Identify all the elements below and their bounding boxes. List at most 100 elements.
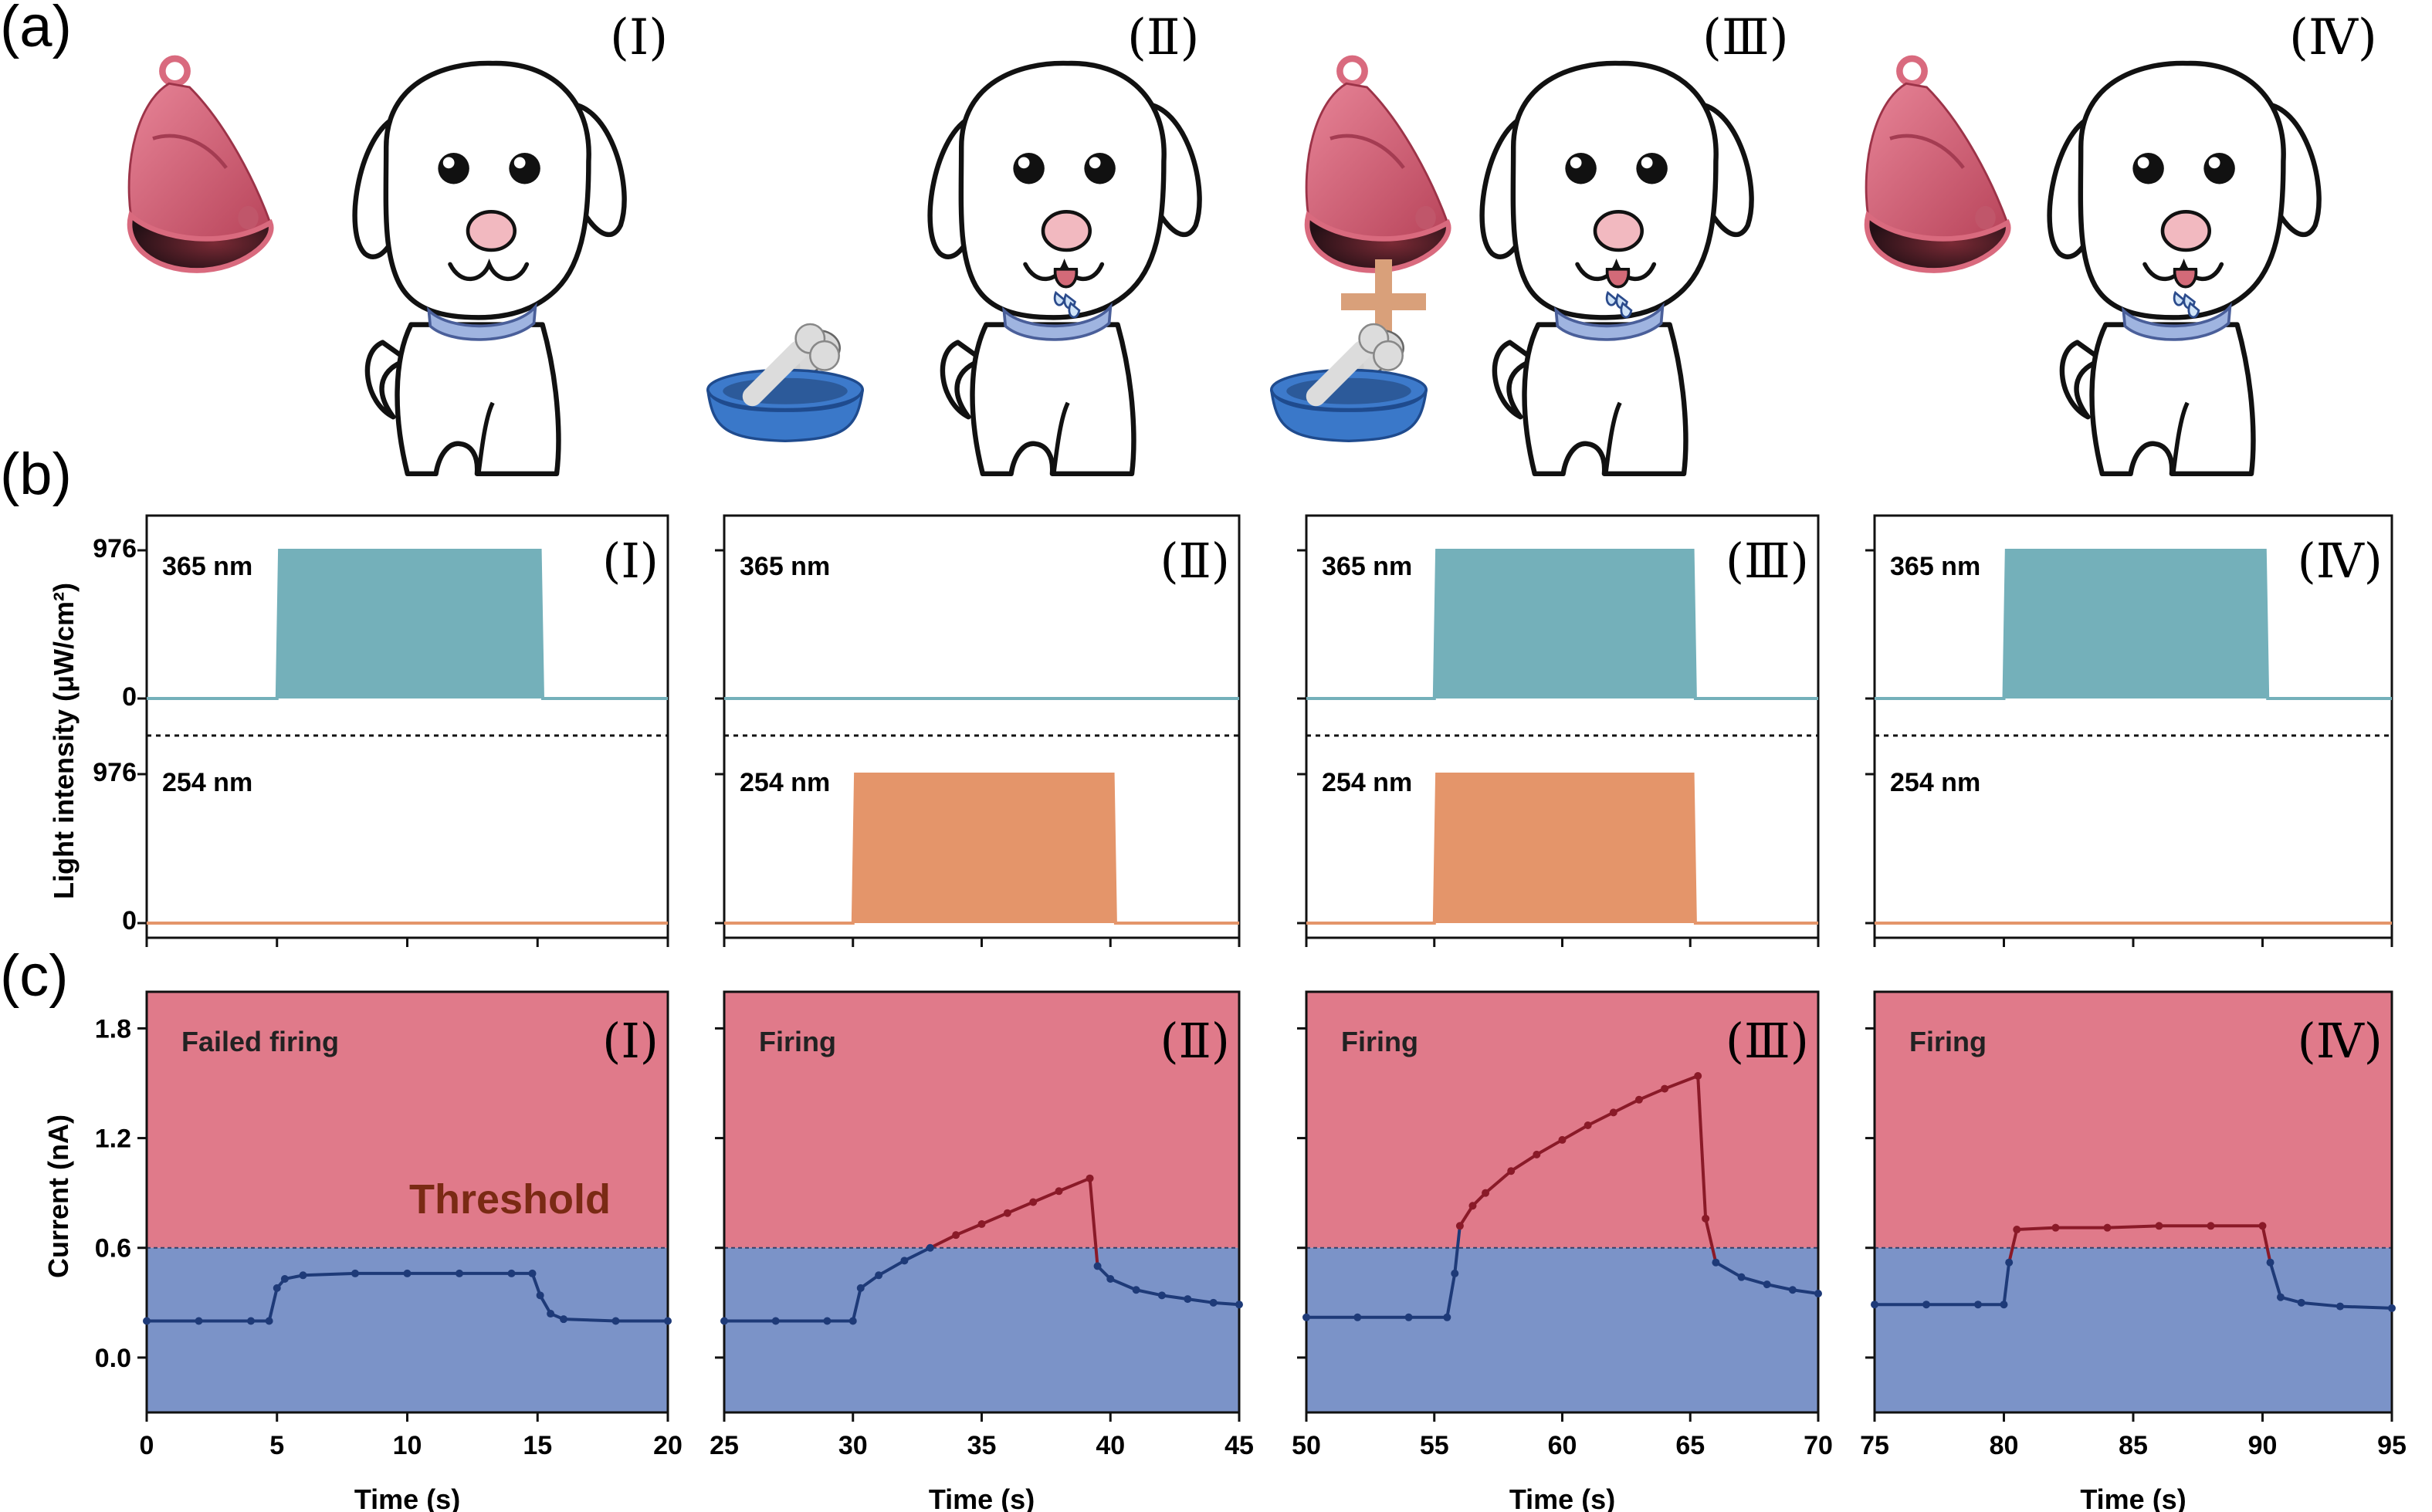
food-bowl-icon [1272,324,1427,441]
trace-point [1133,1286,1140,1294]
x-tick-label: 80 [1990,1431,2019,1460]
trace-point [849,1318,857,1325]
label-254nm: 254 nm [1890,768,1980,797]
label-254nm: 254 nm [1322,768,1412,797]
trace-point [1789,1286,1797,1294]
trace-point [2052,1224,2060,1232]
trace-point [247,1318,255,1325]
trace-point [1235,1301,1243,1308]
label-365nm: 365 nm [162,552,252,581]
trace-point [1871,1301,1878,1308]
x-tick-label: 60 [1548,1431,1577,1460]
current-panel-3: 50 55 60 65 70Time (s)Firing (Ⅲ) [1292,992,1833,1512]
label-254nm: 254 nm [740,768,830,797]
trace-point [1094,1262,1102,1270]
light-tick-976-bottom: 976 [93,758,137,787]
trace-point [1610,1108,1617,1116]
trace-point [664,1318,672,1325]
food-bowl-icon [708,324,863,441]
trace-point [1004,1209,1011,1217]
firing-status-label: Firing [1909,1026,1987,1057]
x-tick-label: 95 [2377,1431,2407,1460]
scenario-roman-label: (Ⅳ) [2298,1013,2383,1069]
x-tick-label: 20 [653,1431,683,1460]
trace-point [281,1275,289,1283]
dog-illustration [355,63,625,474]
trace-segment [303,1274,356,1275]
current-ylabel: Current (nA) [42,1115,74,1278]
trace-point [823,1318,831,1325]
trace-point [2013,1226,2020,1233]
trace-point [952,1231,960,1239]
trace-point [351,1270,359,1277]
y-tick-label: 1.8 [95,1014,131,1044]
firing-status-label: Firing [1341,1026,1418,1057]
trace-point [1533,1151,1540,1159]
x-tick-label: 25 [710,1431,739,1460]
x-axis-label: Time (s) [354,1483,460,1512]
x-tick-label: 65 [1675,1431,1705,1460]
trace-point [612,1318,620,1325]
trace-segment [1214,1303,1239,1304]
scenario-roman-label: (Ⅳ) [2298,533,2383,589]
light-intensity-panels: 365 nm 254 nm (Ⅰ) 365 nm 254 nm (Ⅱ) 365 nm 254 … [137,516,2392,947]
trace-point [2005,1259,2013,1267]
trace-segment [2108,1226,2159,1227]
x-tick-label: 5 [269,1431,284,1460]
trace-segment [564,1319,616,1321]
trace-point [2298,1299,2305,1307]
current-panels: 0.00.61.21.80 5 10 15 20Time (s)Failed firin… [95,992,2407,1512]
trace-point [508,1270,516,1277]
trace-point [1712,1259,1719,1267]
label-365nm: 365 nm [1322,552,1412,581]
trace-point [1922,1301,1930,1308]
trace-point [1507,1167,1515,1175]
x-tick-label: 10 [393,1431,422,1460]
trace-point [537,1291,544,1299]
light-tick-0-bottom: 0 [122,906,137,935]
current-panel-1: 0.0 0.6 1.2 1.8 0 5 10 15 20 Time (s) Failed firin… [95,992,683,1512]
scenario-roman-label: (Ⅲ) [1726,533,1809,589]
bell-icon [1306,59,1448,271]
trace-point [1814,1290,1822,1297]
scenario-label-1: (Ⅰ) [610,9,668,66]
panel-label-b: (b) [0,441,72,507]
scenario-label-2: (Ⅱ) [1127,9,1199,66]
trace-point [266,1318,273,1325]
trace-point [2104,1224,2112,1232]
x-tick-label: 35 [967,1431,997,1460]
trace-point [2207,1222,2215,1230]
trace-point [195,1318,203,1325]
x-tick-label: 45 [1224,1431,1254,1460]
light-panel-4: 365 nm254 nm(Ⅳ) [1865,516,2392,947]
trace-point [1763,1280,1771,1288]
trace-point [2259,1222,2267,1230]
trace-point [875,1271,882,1279]
x-axis-label: Time (s) [2080,1483,2186,1512]
below-threshold-region [1306,1248,1818,1412]
trace-point [1694,1072,1702,1080]
trace-point [926,1244,934,1252]
x-tick-label: 40 [1096,1431,1125,1460]
x-axis-label: Time (s) [1509,1483,1615,1512]
bell-icon [1866,59,2008,271]
trace-point [1635,1096,1643,1104]
trace-point [1106,1275,1114,1283]
x-tick-label: 85 [2119,1431,2148,1460]
scenario-roman-label: (Ⅰ) [602,1013,659,1069]
trace-point [1661,1085,1668,1093]
trace-point [2267,1259,2274,1267]
trace-point [1974,1301,1982,1308]
below-threshold-region [1875,1248,2392,1412]
trace-point [2388,1304,2396,1312]
below-threshold-region [724,1248,1239,1412]
figure: (a) (b) (c) (Ⅰ) (Ⅱ) (Ⅲ) (Ⅳ) Light intens… [0,0,2432,1512]
scenario-label-3: (Ⅲ) [1702,9,1789,66]
scenario-label-4: (Ⅳ) [2289,9,2377,66]
trace-point [300,1271,307,1279]
trace-point [1055,1187,1063,1195]
trace-point [900,1257,908,1264]
current-panel-2: 25 30 35 40 45Time (s)Firing (Ⅱ) [710,992,1254,1512]
trace-point [143,1318,151,1325]
trace-point [1029,1199,1037,1206]
